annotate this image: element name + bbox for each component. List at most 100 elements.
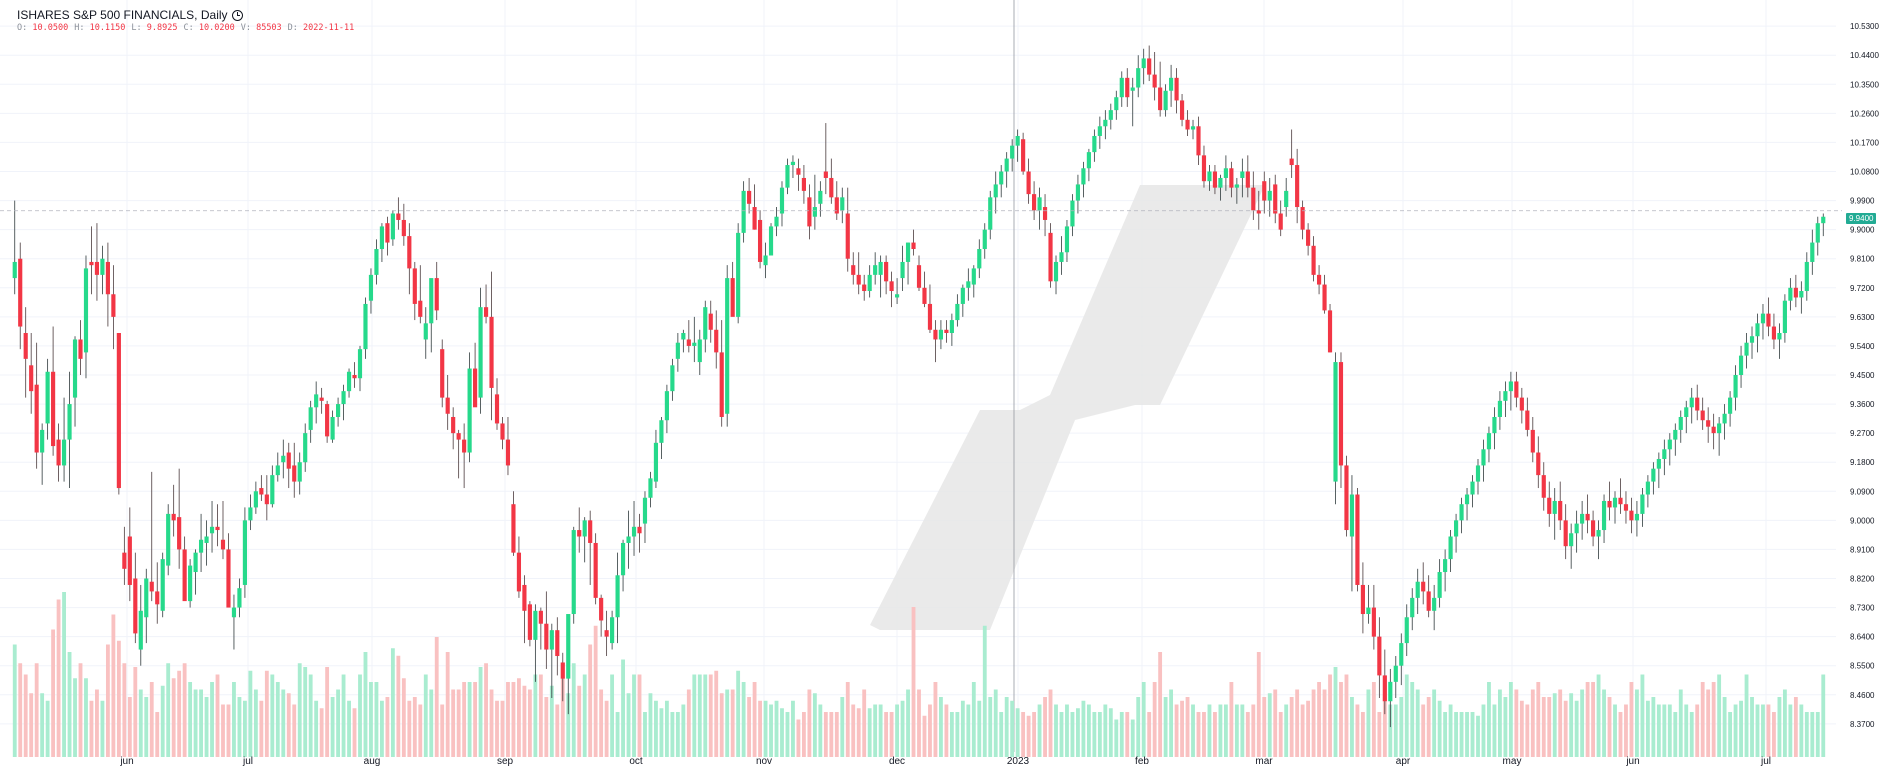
candle xyxy=(314,381,319,424)
volume-bar xyxy=(221,704,225,757)
volume-bar xyxy=(1421,704,1426,757)
candle-body xyxy=(1486,433,1492,450)
volume-bar xyxy=(1388,704,1393,757)
candle-body xyxy=(440,349,445,398)
candle xyxy=(1169,64,1174,107)
candle-body xyxy=(116,333,121,489)
watermark-shape xyxy=(870,185,1265,630)
candle-body xyxy=(1174,77,1179,101)
volume-bar xyxy=(1678,689,1683,757)
volume-bar xyxy=(1306,700,1311,757)
volume-bar xyxy=(18,663,23,757)
candle-body xyxy=(1684,407,1689,417)
volume-bar xyxy=(807,689,812,757)
volume-bar xyxy=(681,704,686,757)
candle-body xyxy=(555,630,560,657)
volume-bar xyxy=(922,715,927,757)
candle-body xyxy=(1470,481,1475,495)
candle-body xyxy=(1448,536,1453,560)
candle xyxy=(1240,158,1245,198)
candle xyxy=(45,358,50,440)
volume-bar xyxy=(1645,700,1650,757)
candle xyxy=(1004,152,1009,188)
volume-bar xyxy=(1273,689,1278,757)
candle-body xyxy=(308,407,313,430)
candle xyxy=(1218,174,1223,201)
candle-body xyxy=(944,329,949,334)
volume-bar xyxy=(1043,697,1047,757)
volume-bar xyxy=(1169,689,1174,757)
candle xyxy=(1788,278,1793,311)
candle xyxy=(1547,481,1552,527)
candle-body xyxy=(1366,607,1371,615)
candle-body xyxy=(779,187,785,214)
candle xyxy=(862,274,867,301)
volume-bar xyxy=(949,712,954,757)
volume-bar xyxy=(1739,700,1743,757)
candle-body xyxy=(1618,497,1623,505)
candle xyxy=(1634,500,1640,537)
candle-body xyxy=(1289,158,1294,166)
candle xyxy=(357,345,363,392)
candle-body xyxy=(884,261,889,282)
candle-body xyxy=(1262,181,1267,201)
candle-body xyxy=(774,216,779,227)
candle xyxy=(911,229,916,256)
y-tick-label: 9.2700 xyxy=(1850,429,1875,438)
candle-body xyxy=(1185,119,1190,130)
candle xyxy=(604,610,609,657)
candle-body xyxy=(960,287,965,304)
candle xyxy=(1070,194,1075,237)
volume-bar xyxy=(1256,652,1261,757)
volume-bar xyxy=(977,700,982,757)
candle xyxy=(374,239,379,285)
volume-bar xyxy=(297,663,302,757)
y-tick-label: 10.0800 xyxy=(1850,168,1879,177)
volume-bar xyxy=(801,712,806,757)
candle-body xyxy=(1212,171,1218,188)
candle xyxy=(1607,481,1612,521)
y-tick-label: 9.9900 xyxy=(1850,197,1875,206)
y-tick-label: 8.9100 xyxy=(1850,545,1875,554)
volume-bar xyxy=(511,682,516,757)
volume-bar xyxy=(385,697,390,757)
candle-body xyxy=(286,452,291,469)
candle-body xyxy=(1371,607,1376,637)
volume-bar xyxy=(900,700,905,757)
clock-icon[interactable] xyxy=(231,9,243,21)
candle-body xyxy=(1141,58,1146,69)
candle-body xyxy=(1717,423,1722,434)
candle-body xyxy=(1218,177,1223,188)
candle xyxy=(1355,488,1360,592)
candle xyxy=(445,375,450,430)
y-tick-label: 10.3500 xyxy=(1850,80,1879,89)
candle xyxy=(193,549,198,595)
candle-body xyxy=(1497,400,1503,417)
volume-bar xyxy=(166,663,171,757)
candle-body xyxy=(1021,139,1026,172)
candle-body xyxy=(1591,520,1596,537)
volume-bar xyxy=(1092,712,1097,757)
volume-bar xyxy=(182,663,187,757)
candle xyxy=(423,307,428,359)
volume-bar xyxy=(791,700,795,757)
volume-bar xyxy=(204,697,209,757)
candle-body xyxy=(1804,261,1809,292)
candle-body xyxy=(527,604,532,640)
candle xyxy=(1311,236,1316,282)
candle-body xyxy=(938,329,944,340)
candle-body xyxy=(1388,681,1393,702)
x-tick-label: jun xyxy=(119,756,133,767)
volume-bar xyxy=(1821,674,1826,757)
candle xyxy=(434,261,439,321)
candle-body xyxy=(1426,591,1431,611)
candle-body xyxy=(829,177,834,198)
candle-body xyxy=(1251,187,1256,211)
candle-body xyxy=(1075,184,1081,201)
candle xyxy=(1492,407,1497,450)
candle xyxy=(1437,559,1442,608)
candle xyxy=(1508,371,1513,411)
volume-bar xyxy=(84,678,88,757)
candle-body xyxy=(686,339,691,346)
